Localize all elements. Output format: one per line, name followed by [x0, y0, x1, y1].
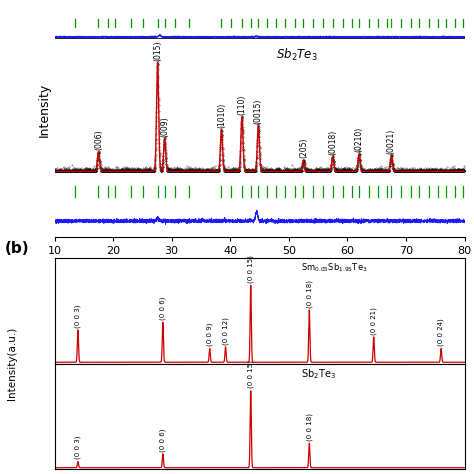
Text: Sb$_2$Te$_3$: Sb$_2$Te$_3$ [276, 47, 318, 64]
Text: (0 0 3): (0 0 3) [75, 436, 81, 459]
Text: (0 0 21): (0 0 21) [371, 307, 377, 335]
Text: (0021): (0021) [387, 129, 396, 154]
Text: (009): (009) [160, 116, 169, 137]
Text: Sm$_{0.05}$Sb$_{1.95}$Te$_3$: Sm$_{0.05}$Sb$_{1.95}$Te$_3$ [301, 262, 367, 274]
Text: (0 0 24): (0 0 24) [438, 319, 444, 346]
Text: (0 0 6): (0 0 6) [160, 296, 166, 320]
Text: (0 0 15): (0 0 15) [247, 255, 254, 283]
Text: (0 0 9): (0 0 9) [207, 323, 213, 346]
Text: (0 0 18): (0 0 18) [306, 413, 312, 441]
Text: (b): (b) [5, 241, 29, 256]
Text: (0 0 18): (0 0 18) [306, 280, 312, 308]
Text: Intensity(a.u.): Intensity(a.u.) [7, 327, 17, 401]
Text: (0 0 15): (0 0 15) [247, 361, 254, 388]
Text: (006): (006) [94, 129, 103, 150]
Y-axis label: Intensity: Intensity [37, 83, 50, 137]
Text: (0 0 3): (0 0 3) [75, 304, 81, 328]
Text: (015): (015) [153, 40, 162, 61]
Text: (0 0 12): (0 0 12) [222, 317, 229, 345]
Text: (110): (110) [237, 94, 246, 115]
Text: (205): (205) [299, 138, 308, 158]
Text: (0210): (0210) [355, 127, 364, 152]
Text: (0 0 6): (0 0 6) [160, 428, 166, 452]
Text: (0018): (0018) [328, 130, 337, 155]
Text: (0015): (0015) [254, 98, 263, 124]
Text: (1010): (1010) [217, 103, 226, 128]
X-axis label: 2$\theta$ (degree): 2$\theta$ (degree) [219, 259, 301, 277]
Text: Sb$_2$Te$_3$: Sb$_2$Te$_3$ [301, 367, 336, 381]
